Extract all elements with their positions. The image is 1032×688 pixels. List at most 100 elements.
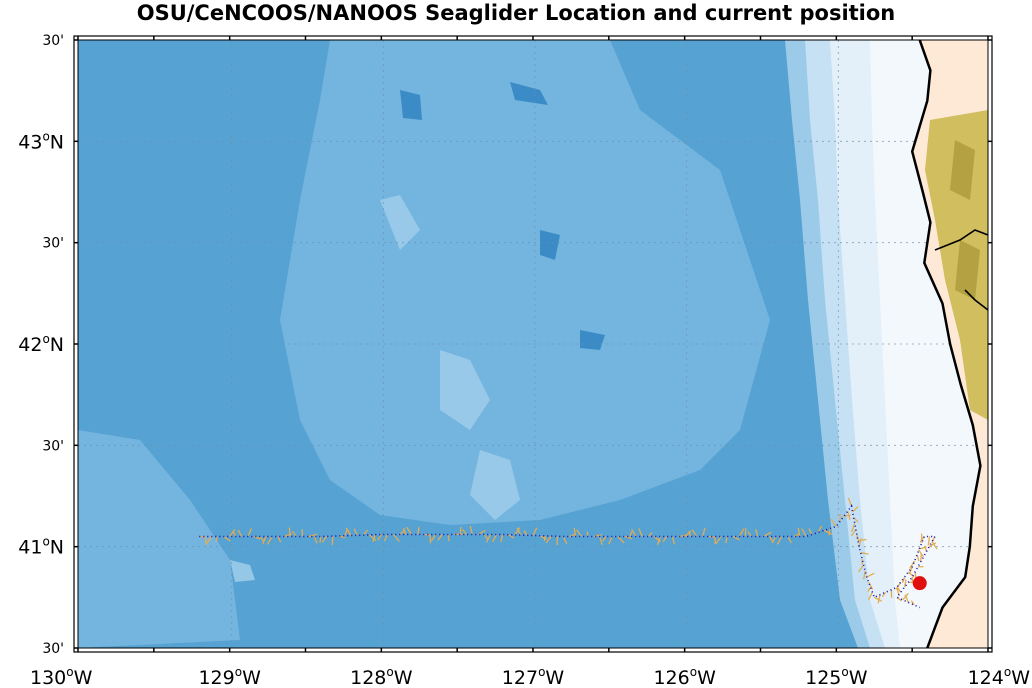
- current-vector: [247, 528, 253, 537]
- current-vector: [402, 527, 407, 535]
- current-vector: [808, 528, 813, 535]
- current-vector: [368, 534, 377, 542]
- current-vector: [345, 527, 352, 536]
- current-vector: [823, 529, 833, 535]
- current-vector: [623, 535, 633, 540]
- current-vector: [801, 528, 807, 537]
- current-vector: [417, 526, 420, 535]
- current-vector: [910, 600, 915, 606]
- current-vector: [867, 591, 873, 601]
- current-vector: [321, 535, 328, 543]
- current-vector: [483, 534, 489, 540]
- current-vector: [545, 535, 552, 544]
- lon-label: 124oW: [968, 665, 1031, 688]
- current-vector: [852, 506, 859, 513]
- current-vector: [532, 527, 538, 536]
- current-vector: [204, 536, 208, 545]
- current-vector: [857, 538, 867, 542]
- current-vector: [523, 530, 528, 536]
- current-vector: [576, 529, 583, 537]
- current-vector: [877, 594, 881, 604]
- current-vector: [631, 529, 637, 537]
- current-vector: [362, 529, 368, 536]
- current-vector: [828, 528, 831, 536]
- mid-ocean-region-sw: [78, 430, 240, 648]
- current-vector: [787, 536, 792, 544]
- lon-label: 125oW: [805, 665, 868, 688]
- lat-label: 42oN: [18, 332, 64, 356]
- current-vector: [469, 525, 473, 535]
- current-vector: [372, 534, 376, 543]
- current-vector: [291, 530, 297, 537]
- current-vector: [868, 581, 874, 590]
- current-vector: [881, 591, 887, 598]
- county-border: [934, 229, 988, 311]
- current-vector: [383, 534, 388, 542]
- lon-label: 129oW: [198, 665, 261, 688]
- glider-track: [199, 504, 937, 609]
- current-vector: [647, 532, 653, 537]
- current-vector: [866, 572, 875, 578]
- lon-label: 126oW: [653, 665, 716, 688]
- lat-minor-label: 30': [42, 33, 64, 49]
- current-vector: [508, 534, 515, 539]
- current-position-marker: [912, 576, 927, 591]
- current-vector: [429, 534, 432, 544]
- current-vector: [308, 533, 318, 538]
- current-vector: [538, 535, 547, 540]
- latitude-labels: 30' 43oN 30' 42oN 30' 41oN 30': [18, 33, 64, 657]
- current-vector: [904, 594, 909, 603]
- current-vector: [671, 536, 675, 545]
- current-vector: [691, 529, 698, 537]
- current-vector: [602, 536, 607, 542]
- current-vector: [738, 528, 745, 537]
- current-vector: [917, 549, 925, 558]
- current-vector: [229, 529, 236, 537]
- current-vector: [776, 536, 783, 545]
- map-frame: [73, 35, 993, 653]
- current-vector: [920, 553, 922, 562]
- current-vector: [593, 534, 603, 538]
- current-vector: [847, 497, 853, 507]
- current-vector: [927, 536, 931, 546]
- current-vector: [313, 536, 318, 544]
- current-vector: [830, 518, 837, 527]
- current-vector: [858, 564, 865, 573]
- current-vector: [909, 560, 916, 569]
- current-vector: [873, 596, 883, 602]
- current-vector: [863, 570, 866, 580]
- terrain-highlands: [925, 110, 988, 420]
- current-vector: [406, 526, 413, 535]
- current-vector: [344, 528, 348, 536]
- current-vector: [897, 587, 902, 593]
- current-vector: [573, 527, 577, 537]
- lon-label: 130oW: [30, 665, 93, 688]
- current-vector: [232, 530, 237, 537]
- current-vector: [205, 536, 213, 544]
- current-vector: [617, 536, 625, 544]
- current-vector: [747, 531, 752, 537]
- current-vector: [702, 527, 706, 537]
- current-vector: [486, 534, 492, 543]
- current-vector: [901, 576, 906, 584]
- graticule: [78, 40, 988, 648]
- current-vector: [288, 527, 291, 537]
- current-vector: [569, 533, 575, 538]
- current-vector: [688, 531, 692, 537]
- current-vector: [744, 527, 747, 537]
- terrain-ridges: [950, 140, 980, 300]
- current-vector: [377, 534, 382, 541]
- current-vector: [771, 536, 777, 544]
- current-vector: [430, 534, 437, 542]
- current-vector: [847, 511, 851, 521]
- lat-minor-label: 30': [42, 641, 64, 657]
- current-vector: [629, 531, 633, 537]
- lat-minor-label: 30': [42, 236, 64, 252]
- current-vector: [638, 528, 643, 537]
- current-vector: [908, 566, 913, 575]
- current-vector: [797, 527, 801, 537]
- current-vector: [516, 527, 522, 536]
- current-vector: [817, 525, 823, 533]
- current-vector: [353, 528, 358, 536]
